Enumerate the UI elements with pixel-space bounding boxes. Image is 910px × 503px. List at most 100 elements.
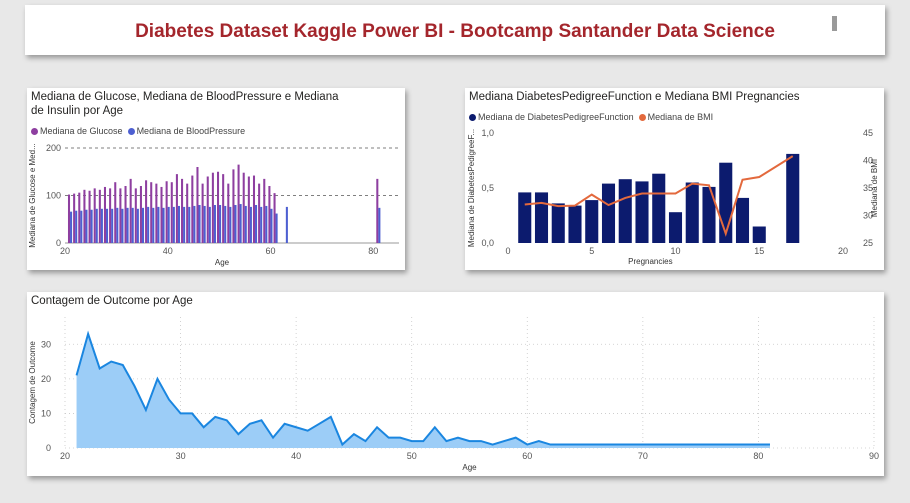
x-tick-label: 20: [60, 451, 70, 461]
bar: [67, 194, 71, 243]
bar: [193, 205, 196, 243]
bar: [229, 206, 232, 243]
bar: [106, 208, 109, 243]
y-tick-label: 0: [46, 443, 51, 453]
bar: [114, 182, 117, 243]
y-tick-label: 0,5: [481, 183, 494, 193]
bar: [198, 205, 201, 243]
x-tick-label: 80: [368, 246, 378, 256]
legend-label: Mediana de Glucose: [40, 126, 123, 136]
page-title: Diabetes Dataset Kaggle Power BI - Bootc…: [135, 21, 775, 42]
y-tick-label: 0,0: [481, 238, 494, 248]
bar: [73, 193, 76, 243]
bar: [183, 206, 186, 243]
bar: [234, 205, 237, 243]
bar: [263, 178, 266, 243]
bar: [188, 206, 191, 243]
dpf-bmi-chart-card[interactable]: Mediana DiabetesPedigreeFunction e Media…: [465, 88, 884, 270]
bar: [75, 210, 78, 243]
bar: [702, 186, 716, 243]
bar: [237, 164, 240, 243]
bar: [213, 205, 216, 243]
bar: [141, 207, 145, 243]
y-tick-label: 20: [41, 374, 51, 384]
y-axis-title: Contagem de Outcome: [28, 341, 37, 424]
bar: [255, 205, 258, 243]
x-tick-label: 60: [522, 451, 532, 461]
bar: [224, 205, 227, 243]
x-tick-label: 10: [670, 246, 680, 256]
bar: [211, 172, 214, 243]
outcome-area-chart-card[interactable]: Contagem de Outcome por Age 0 10 20 30 20 30 4…: [27, 292, 884, 476]
bar: [265, 205, 268, 243]
bar: [585, 200, 599, 243]
bar: [70, 211, 73, 243]
legend-dot-glucose: [31, 127, 38, 135]
area-line: [75, 330, 770, 447]
y-tick-label: 30: [41, 339, 51, 349]
x-tick-label: 15: [754, 246, 764, 256]
bar: [80, 210, 83, 243]
chart-title: Mediana de Glucose, Mediana de BloodPres…: [31, 91, 339, 117]
bar: [98, 189, 101, 243]
bar: [88, 190, 91, 243]
bar: [126, 207, 129, 243]
chart-legend: Mediana de DiabetesPedigreeFunction Medi…: [469, 112, 718, 122]
bar: [227, 183, 230, 243]
x-tick-label: 70: [638, 451, 648, 461]
legend-item-dpf[interactable]: Mediana de DiabetesPedigreeFunction: [469, 112, 634, 122]
bar: [618, 179, 632, 243]
x-tick-label: 40: [291, 451, 301, 461]
bar: [258, 183, 261, 243]
bar: [244, 205, 247, 243]
bar: [160, 186, 163, 243]
bar: [124, 186, 127, 243]
bar: [78, 192, 81, 243]
area-fill: [76, 333, 770, 448]
bar: [167, 206, 170, 243]
bar: [668, 212, 683, 243]
legend-item-glucose[interactable]: Mediana de Glucose: [31, 126, 123, 136]
bar: [222, 174, 225, 243]
bar: [175, 174, 178, 243]
y2-tick-label: 45: [863, 128, 873, 138]
bar: [85, 209, 88, 243]
x-axis-title: Pregnancies: [628, 257, 672, 266]
bar: [186, 183, 189, 243]
bar: [147, 206, 150, 243]
y2-tick-label: 40: [863, 156, 873, 166]
bar: [83, 189, 86, 243]
bar: [172, 206, 175, 243]
legend-label: Mediana de DiabetesPedigreeFunction: [478, 112, 634, 122]
x-tick-label: 5: [589, 246, 594, 256]
bar: [201, 183, 204, 243]
x-axis-title: Age: [215, 258, 230, 267]
x-tick-label: 50: [407, 451, 417, 461]
glucose-bp-chart-card[interactable]: Mediana de Glucose, Mediana de BloodPres…: [27, 88, 405, 270]
chart-title: Mediana DiabetesPedigreeFunction e Media…: [469, 91, 800, 103]
y2-axis-title: Mediana de BMI: [870, 159, 879, 217]
bar: [196, 167, 199, 243]
y-tick-label: 10: [41, 408, 51, 418]
y-tick-label: 0: [56, 238, 61, 248]
bar: [285, 206, 288, 243]
legend-label: Mediana de BMI: [647, 112, 714, 122]
legend-item-bmi[interactable]: Mediana de BMI: [638, 112, 714, 122]
title-card: Diabetes Dataset Kaggle Power BI - Bootc…: [25, 5, 885, 55]
bar: [249, 206, 252, 243]
y-axis-title: Mediana de Glucose e Med...: [28, 143, 37, 248]
legend-item-bloodpressure[interactable]: Mediana de BloodPressure: [127, 126, 245, 136]
bar: [518, 192, 532, 243]
bar: [162, 207, 165, 243]
bar: [191, 175, 194, 243]
dpf-bmi-chart-svg: 0,0 0,5 1,0 25 30 35 40 45 0 5 10 15 20 Pregnancies Me…: [467, 128, 879, 266]
bar: [232, 169, 235, 243]
bar: [786, 153, 800, 243]
y-tick-label: 200: [46, 143, 61, 153]
bmi-line: [524, 155, 794, 237]
bar: [216, 171, 220, 243]
x-tick-label: 20: [60, 246, 70, 256]
bar: [181, 178, 184, 243]
x-tick-label: 40: [163, 246, 173, 256]
bar: [735, 197, 750, 243]
